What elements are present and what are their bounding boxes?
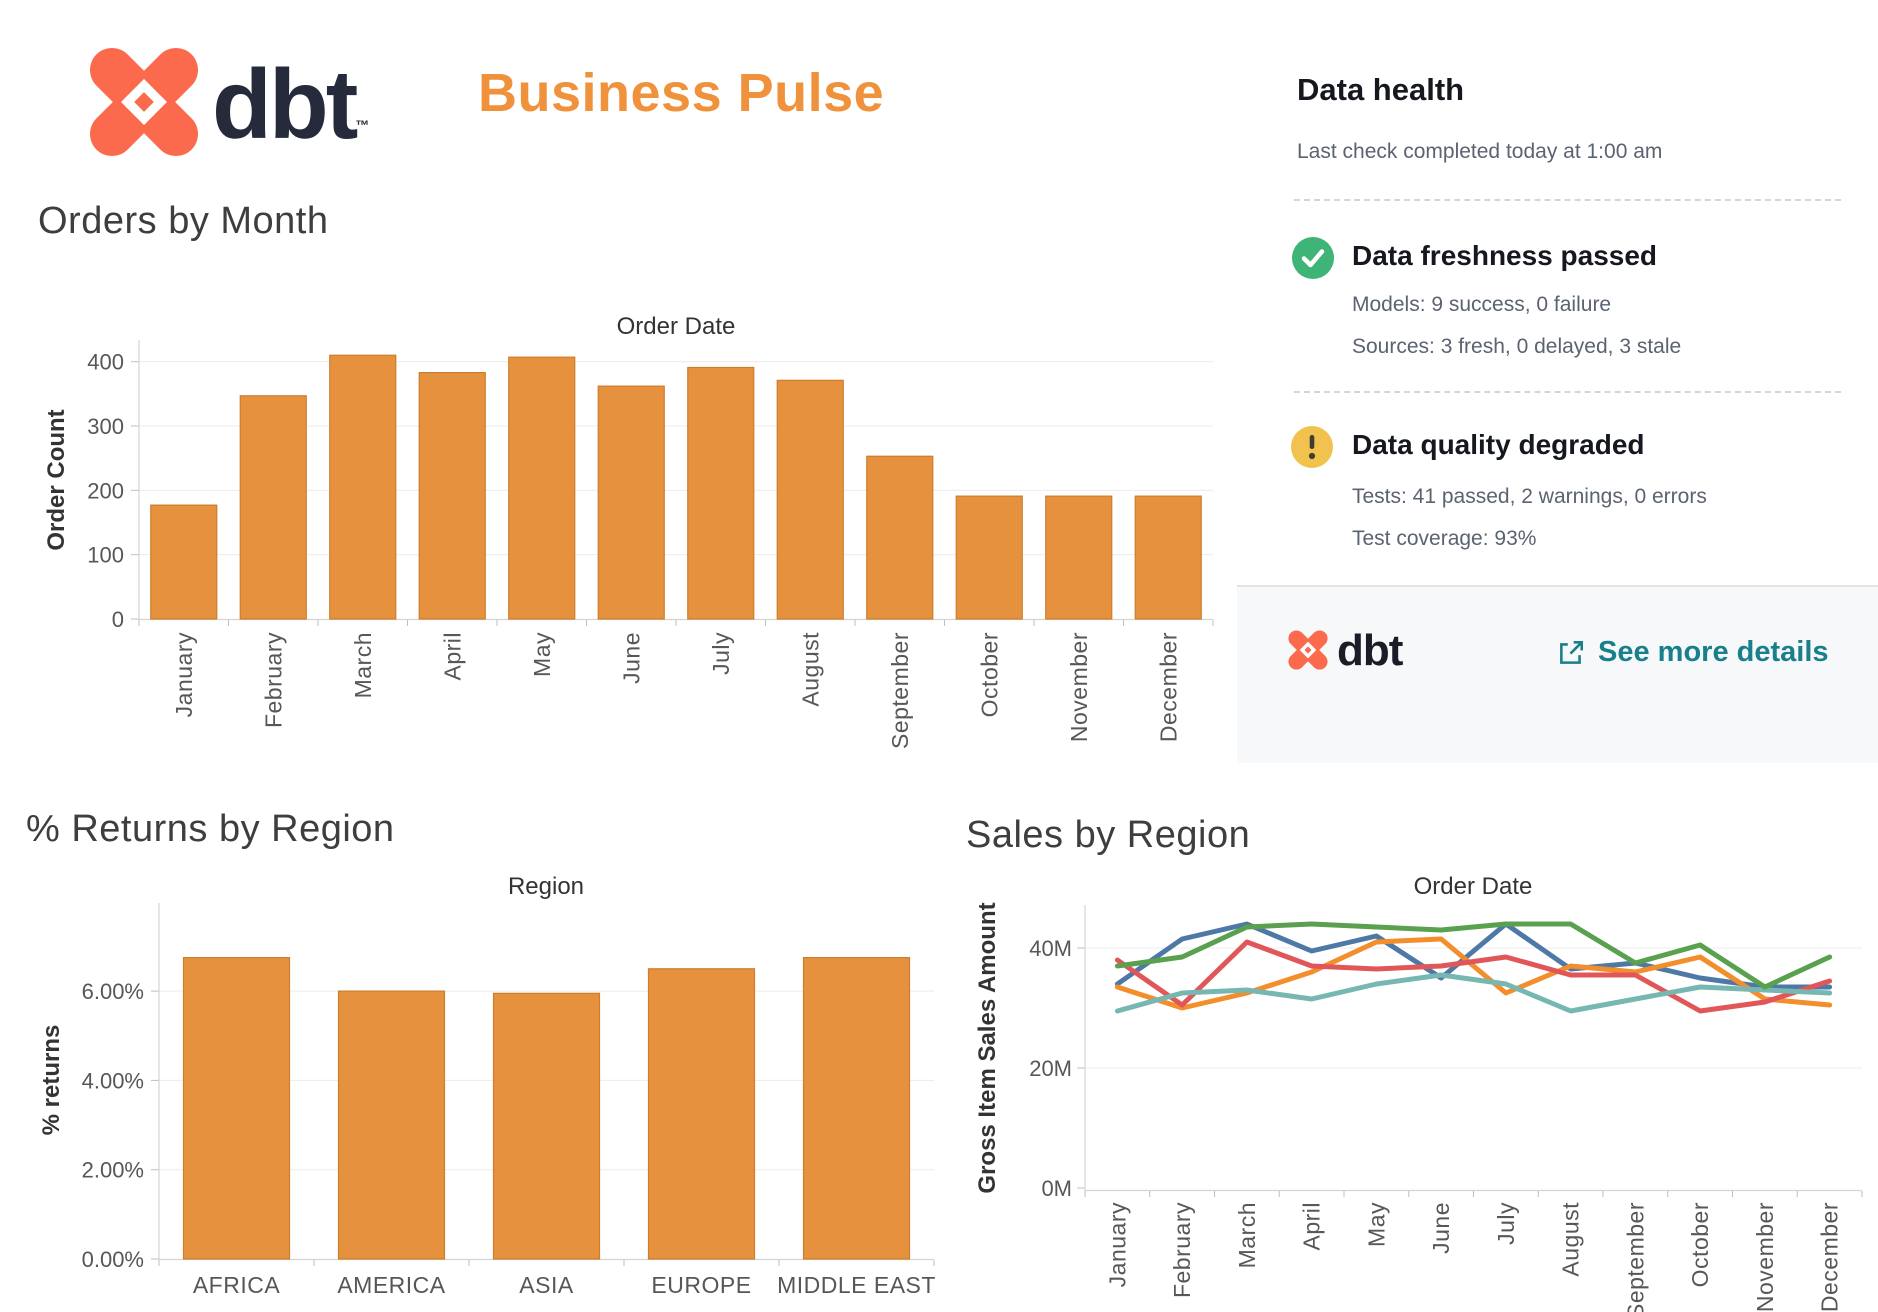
bar-middle-east[interactable]: [802, 957, 911, 1260]
y-tick-label: 0M: [1041, 1176, 1072, 1201]
x-category-label: February: [260, 632, 286, 728]
divider: [1294, 391, 1841, 393]
x-category-label: April: [1299, 1202, 1325, 1251]
x-category-label: January: [1104, 1202, 1130, 1287]
returns-chart-title: % Returns by Region: [26, 808, 395, 850]
x-axis-title: Order Date: [1414, 873, 1533, 900]
x-axis-title: Order Date: [617, 313, 736, 340]
bar-july[interactable]: [687, 366, 755, 620]
line-series-red[interactable]: [1114, 939, 1833, 1014]
y-tick-label: 100: [87, 543, 124, 568]
y-tick-label: 40M: [1029, 936, 1072, 961]
bar-september[interactable]: [866, 455, 934, 620]
x-category-label: December: [1155, 632, 1181, 742]
x-category-label: March: [350, 632, 376, 698]
y-tick-label: 20M: [1029, 1056, 1072, 1081]
x-category-label: May: [529, 632, 555, 677]
x-category-label: October: [1687, 1202, 1713, 1287]
x-category-label: April: [439, 632, 465, 681]
line-series-orange[interactable]: [1114, 936, 1833, 1011]
x-category-label: June: [1428, 1202, 1454, 1254]
divider: [1294, 199, 1841, 201]
y-tick-label: 4.00%: [82, 1068, 144, 1093]
y-axis-title: % returns: [38, 1025, 65, 1136]
y-tick-label: 2.00%: [82, 1158, 144, 1183]
bar-march[interactable]: [329, 354, 397, 620]
x-category-label: October: [976, 632, 1002, 717]
dbt-footer-logo-icon: [1287, 629, 1329, 671]
returns-by-region-chart: Region % returns 0.00% 2.00% 4.00% 6.00% AFRIC…: [38, 873, 936, 1298]
x-category-label: November: [1066, 632, 1092, 742]
bar-october[interactable]: [955, 495, 1023, 620]
bar-may[interactable]: [508, 356, 576, 620]
x-category-label: August: [797, 632, 823, 707]
x-category-label: August: [1558, 1202, 1584, 1277]
quality-coverage-line: Test coverage: 93%: [1352, 527, 1537, 550]
freshness-status-title: Data freshness passed: [1352, 240, 1658, 271]
x-category-label: MIDDLE EAST: [777, 1272, 936, 1298]
warning-icon: [1291, 426, 1333, 468]
y-axis-title: Order Count: [43, 409, 70, 550]
x-category-label: ASIA: [519, 1272, 574, 1298]
y-tick-label: 300: [87, 414, 124, 439]
bar-june[interactable]: [597, 385, 665, 620]
bar-november[interactable]: [1045, 495, 1113, 620]
see-more-details-link[interactable]: See more details: [1556, 636, 1829, 669]
bar-january[interactable]: [150, 504, 218, 620]
freshness-sources-line: Sources: 3 fresh, 0 delayed, 3 stale: [1352, 335, 1682, 358]
data-health-subtitle: Last check completed today at 1:00 am: [1297, 140, 1663, 163]
x-category-label: September: [887, 632, 913, 749]
data-health-footer: [1237, 585, 1878, 763]
line-series-teal[interactable]: [1114, 972, 1833, 1014]
x-category-label: March: [1234, 1202, 1260, 1268]
quality-status-title: Data quality degraded: [1352, 429, 1645, 460]
external-link-icon: [1560, 640, 1583, 664]
bar-december[interactable]: [1134, 495, 1202, 620]
bar-april[interactable]: [418, 372, 486, 620]
y-tick-label: 6.00%: [82, 979, 144, 1004]
x-category-label: December: [1817, 1202, 1843, 1312]
x-category-label: February: [1169, 1202, 1195, 1298]
sales-chart-title: Sales by Region: [966, 814, 1251, 856]
line-series-blue[interactable]: [1114, 921, 1833, 990]
bar-europe[interactable]: [647, 968, 756, 1260]
orders-by-month-chart: Order Date Order Count 0 100 200 300 400 Januar…: [43, 313, 1214, 749]
x-category-label: AMERICA: [337, 1272, 445, 1298]
freshness-models-line: Models: 9 success, 0 failure: [1352, 293, 1612, 316]
data-health-title: Data health: [1297, 72, 1465, 107]
dbt-logo-wordmark: dbt™: [212, 49, 370, 159]
x-category-label: May: [1363, 1202, 1389, 1247]
bar-february[interactable]: [239, 395, 307, 620]
y-tick-label: 400: [87, 350, 124, 375]
sales-by-region-chart: Order Date Gross Item Sales Amount 0M 20M 40…: [974, 873, 1863, 1312]
see-more-details-label: See more details: [1598, 636, 1829, 668]
x-category-label: July: [708, 632, 734, 675]
x-category-label: September: [1622, 1202, 1648, 1312]
orders-chart-title: Orders by Month: [38, 200, 329, 242]
x-category-label: June: [618, 632, 644, 684]
y-tick-label: 200: [87, 478, 124, 503]
quality-tests-line: Tests: 41 passed, 2 warnings, 0 errors: [1352, 485, 1707, 508]
dbt-logo-icon: [86, 44, 202, 160]
dbt-footer-wordmark: dbt: [1337, 626, 1403, 675]
x-category-label: January: [171, 632, 197, 717]
y-tick-label: 0: [112, 607, 124, 632]
bar-america[interactable]: [337, 990, 446, 1260]
x-category-label: EUROPE: [651, 1272, 751, 1298]
success-check-icon: [1292, 237, 1334, 279]
x-axis-title: Region: [508, 873, 584, 900]
x-category-label: November: [1752, 1202, 1778, 1312]
line-series-green[interactable]: [1114, 921, 1833, 990]
x-category-label: July: [1493, 1202, 1519, 1245]
trademark-mark: ™: [355, 117, 370, 133]
x-category-label: AFRICA: [193, 1272, 281, 1298]
y-axis-title: Gross Item Sales Amount: [974, 902, 1001, 1193]
y-tick-label: 0.00%: [82, 1247, 144, 1272]
bar-africa[interactable]: [182, 957, 291, 1260]
bar-august[interactable]: [776, 379, 844, 620]
page-title: Business Pulse: [478, 63, 885, 123]
bar-asia[interactable]: [492, 992, 601, 1260]
